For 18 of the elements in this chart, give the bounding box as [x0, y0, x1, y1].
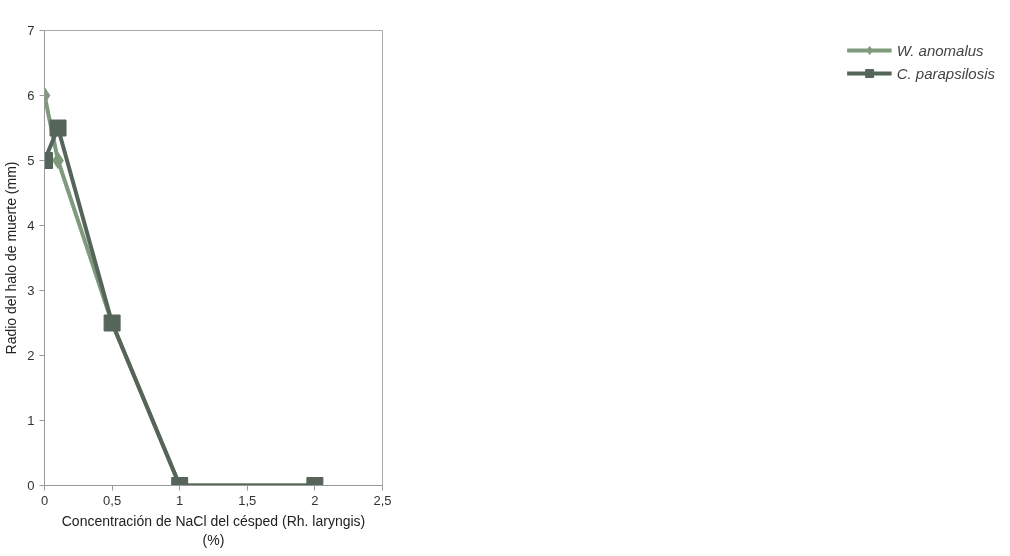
y-tick-label: 6 [27, 88, 35, 103]
x-tick-label: 0 [40, 492, 49, 508]
y-tick-label: 1 [27, 413, 35, 428]
y-axis-title: Radio del halo de muerte (mm) [3, 161, 20, 355]
y-tick-label: 0 [27, 478, 35, 493]
y-tick-label: 3 [27, 283, 35, 298]
x-tick-label: 0,5 [103, 492, 122, 508]
x-tick-label: 1,5 [238, 492, 257, 508]
y-tick-label: 2 [27, 348, 35, 363]
x-tick-label: 2 [311, 492, 319, 508]
x-tick-label: 2,5 [373, 492, 392, 508]
legend-label: C. parapsilosis [896, 64, 995, 82]
y-tick-label: 4 [27, 218, 35, 233]
x-tick-label: 1 [176, 492, 184, 508]
x-axis-title: Concentración de NaCl del césped (Rh. laryngis) (%) [61, 512, 366, 548]
legend-label: W. anomalus [896, 41, 984, 59]
y-tick-label: 5 [27, 153, 35, 168]
y-tick-label: 7 [27, 23, 35, 38]
